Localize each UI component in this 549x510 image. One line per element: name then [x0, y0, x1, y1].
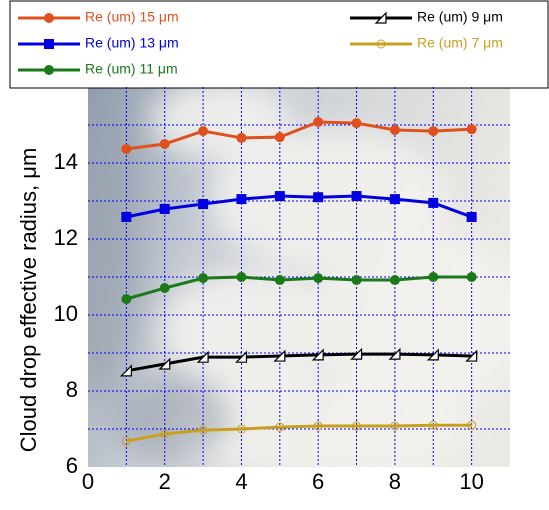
y-tick-label: 8	[66, 377, 78, 402]
marker	[275, 422, 285, 432]
marker	[390, 421, 400, 431]
legend-marker	[44, 39, 54, 49]
marker	[121, 436, 131, 446]
legend-label: Re (um) 15 μm	[85, 9, 179, 25]
marker	[388, 347, 401, 360]
x-tick-label: 8	[389, 469, 401, 494]
marker	[198, 273, 209, 284]
y-tick-label: 6	[66, 453, 78, 478]
marker	[352, 421, 362, 431]
legend-label: Re (um) 9 μm	[417, 9, 503, 25]
marker	[313, 421, 323, 431]
y-tick-label: 14	[54, 149, 78, 174]
x-tick-label: 4	[235, 469, 247, 494]
marker	[465, 349, 478, 362]
marker	[198, 199, 209, 210]
marker	[198, 425, 208, 435]
y-axis-label: Cloud drop effective radius, μm	[16, 148, 41, 453]
marker	[274, 132, 285, 143]
marker	[274, 191, 285, 202]
marker	[313, 116, 324, 127]
marker	[159, 283, 170, 294]
legend-label: Re (um) 13 μm	[85, 35, 179, 51]
marker	[274, 275, 285, 286]
x-tick-label: 0	[82, 469, 94, 494]
y-tick-label: 10	[54, 301, 78, 326]
legend-label: Re (um) 11 μm	[85, 61, 178, 77]
marker	[236, 424, 246, 434]
marker	[428, 420, 438, 430]
marker	[466, 272, 477, 282]
marker	[158, 357, 171, 370]
marker	[196, 350, 209, 363]
x-tick-label: 2	[159, 469, 171, 494]
line	[126, 120, 472, 151]
marker	[121, 211, 132, 222]
marker	[351, 191, 362, 202]
marker	[428, 272, 439, 282]
legend-label: Re (um) 7 μm	[417, 35, 503, 51]
marker	[389, 194, 400, 205]
marker	[350, 347, 363, 360]
marker	[236, 132, 247, 143]
legend-marker	[374, 11, 387, 24]
marker	[159, 139, 170, 149]
marker	[389, 124, 400, 135]
marker	[236, 194, 247, 205]
marker	[313, 192, 324, 203]
legend-marker	[44, 65, 54, 75]
marker	[198, 126, 209, 137]
marker	[428, 126, 439, 137]
marker	[235, 350, 248, 363]
line	[125, 275, 472, 301]
marker	[466, 211, 477, 222]
y-tick-label: 12	[54, 225, 78, 250]
marker	[351, 275, 362, 286]
legend-box	[9, 0, 549, 89]
line	[126, 352, 472, 373]
marker	[160, 429, 170, 439]
marker	[121, 143, 132, 154]
marker	[121, 294, 132, 305]
marker	[467, 420, 477, 430]
line	[126, 194, 473, 219]
marker	[426, 348, 439, 361]
marker	[119, 364, 132, 377]
legend-marker	[376, 39, 386, 49]
marker	[389, 275, 400, 286]
x-tick-label: 6	[312, 469, 324, 494]
marker	[313, 273, 324, 284]
marker	[351, 118, 362, 129]
marker	[428, 197, 439, 208]
background-image	[88, 87, 510, 467]
legend-marker	[44, 13, 54, 23]
line	[126, 423, 472, 443]
marker	[273, 349, 286, 362]
marker	[236, 272, 247, 282]
marker	[159, 203, 170, 214]
marker	[466, 124, 477, 135]
marker	[311, 348, 324, 361]
x-tick-label: 10	[459, 469, 483, 494]
